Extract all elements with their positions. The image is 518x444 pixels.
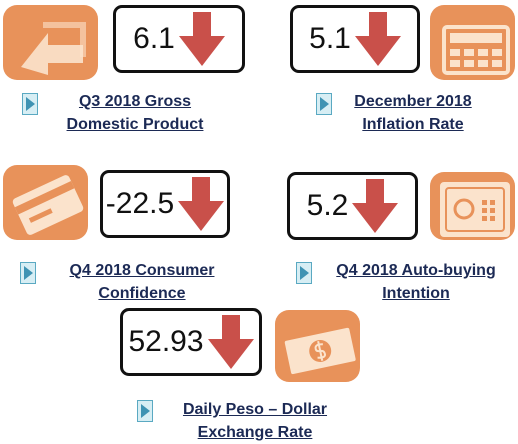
indicator-link[interactable]: December 2018 Inflation Rate	[354, 90, 471, 136]
down-arrow	[178, 177, 225, 231]
value-box: 52.93	[120, 308, 262, 376]
icon	[3, 5, 98, 80]
value: 5.2	[306, 189, 349, 222]
link-icon	[137, 400, 153, 422]
link-icon	[20, 262, 36, 284]
value: -22.5	[105, 187, 175, 220]
label-line[interactable]: Q3 2018 Gross	[78, 93, 192, 110]
icon	[430, 172, 515, 240]
value-box: 5.2	[287, 172, 418, 240]
link-icon	[316, 93, 332, 115]
label-line[interactable]: Domestic Product	[66, 116, 204, 133]
indicator-link[interactable]: Q4 2018 Auto-buying Intention	[336, 259, 495, 305]
link-icon	[22, 93, 38, 115]
down-arrow	[207, 315, 254, 369]
value: 6.1	[133, 22, 175, 55]
label-line[interactable]: Exchange Rate	[197, 424, 313, 441]
value: 52.93	[128, 325, 204, 358]
indicator-link[interactable]: Q3 2018 Gross Domestic Product	[67, 90, 204, 136]
down-arrow	[178, 12, 225, 66]
icon	[430, 5, 515, 80]
down-arrow	[352, 179, 399, 233]
label-line[interactable]: Intention	[382, 285, 450, 302]
label-line[interactable]: Q4 2018 Consumer	[69, 262, 215, 279]
indicator-link[interactable]: Daily Peso – Dollar Exchange Rate	[183, 398, 327, 444]
link-icon	[296, 262, 312, 284]
value-box: 5.1	[290, 5, 420, 73]
icon	[275, 310, 360, 382]
label-line[interactable]: Confidence	[98, 285, 186, 302]
label-line[interactable]: December 2018	[354, 93, 472, 110]
icon	[3, 165, 88, 240]
label-line[interactable]: Q4 2018 Auto-buying	[336, 262, 496, 279]
value: 5.1	[309, 22, 351, 55]
value-box: -22.5	[100, 170, 230, 238]
down-arrow	[354, 12, 401, 66]
value-box: 6.1	[113, 5, 245, 73]
indicator-link[interactable]: Q4 2018 Consumer Confidence	[70, 259, 215, 305]
label-line[interactable]: Daily Peso – Dollar	[182, 401, 328, 418]
label-line[interactable]: Inflation Rate	[362, 116, 464, 133]
